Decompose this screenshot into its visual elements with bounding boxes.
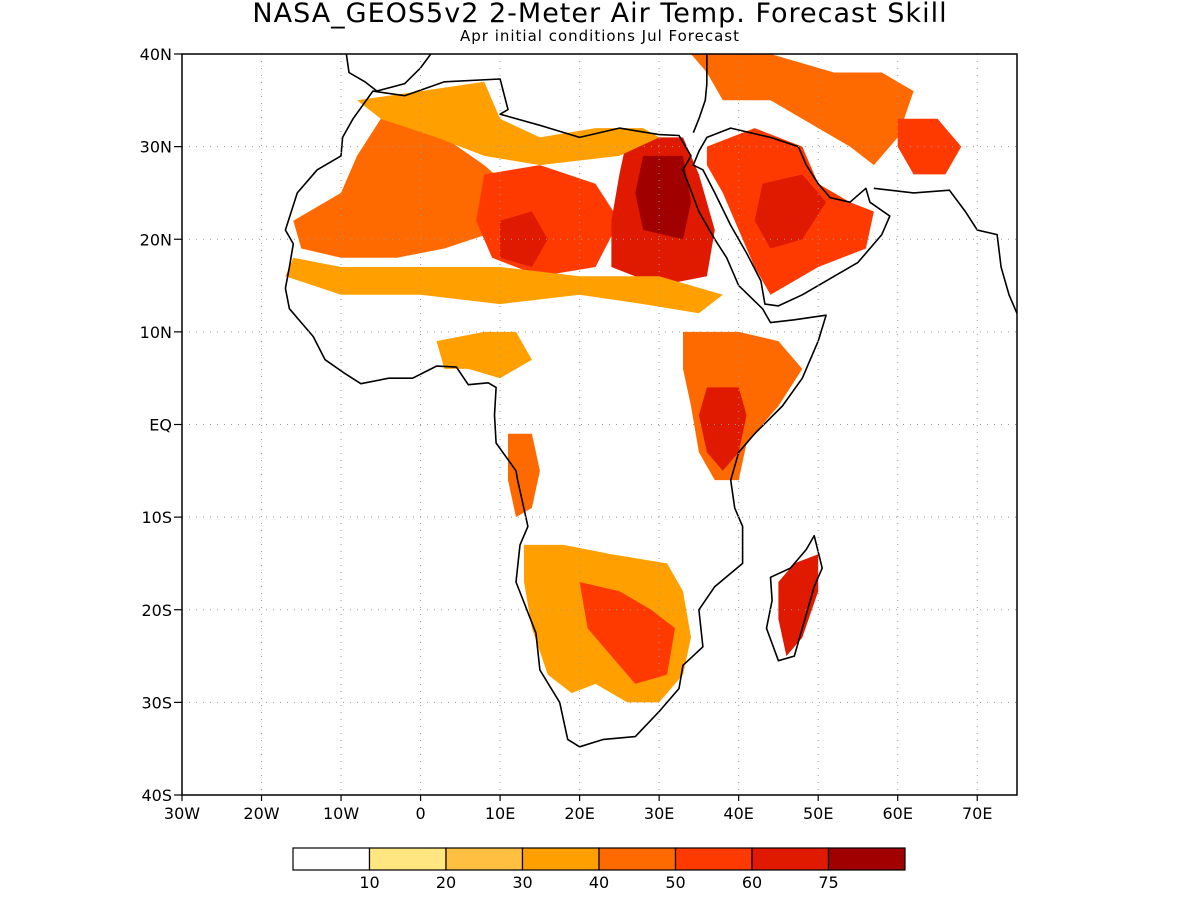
colorbar-swatch — [292, 847, 371, 871]
colorbar-label: 40 — [589, 873, 609, 892]
coastlines — [284, 54, 1017, 748]
lat-label: 40N — [140, 45, 172, 64]
longitude-labels: 30W 20W 10W 0 10E 20E 30E 40E 50E 60E 70E — [164, 795, 992, 823]
colorbar-label: 20 — [436, 873, 456, 892]
skill-region-madagascar — [778, 554, 819, 657]
south-asia-coastline — [873, 187, 1017, 316]
lon-label: 30W — [164, 804, 200, 823]
lat-label: 20N — [140, 230, 172, 249]
skill-region-kenya — [698, 387, 747, 471]
colorbar-label: 30 — [512, 873, 532, 892]
skill-region-iran-east — [897, 118, 962, 175]
colorbar-swatch — [598, 847, 677, 871]
lon-label: 30E — [644, 804, 674, 823]
skill-region-sahara-core — [500, 211, 548, 267]
colorbar-label: 10 — [359, 873, 379, 892]
skill-region-sahara-central — [476, 165, 620, 277]
arabia-coastline — [692, 127, 891, 307]
colorbar-swatch — [827, 847, 906, 871]
colorbar-swatch — [368, 847, 447, 871]
lat-label: EQ — [149, 416, 172, 435]
madagascar-coastline — [765, 534, 823, 662]
skill-region-egypt-core — [635, 155, 691, 240]
colorbar-label: 50 — [665, 873, 685, 892]
skill-region-congo-west — [508, 433, 540, 518]
lon-label: 20E — [564, 804, 594, 823]
lon-label: 50E — [803, 804, 833, 823]
levant-coastline — [692, 54, 708, 134]
lat-label: 10N — [140, 323, 172, 342]
latitude-labels: 40N 30N 20N 10N EQ 10S 20S 30S 40S — [140, 45, 182, 805]
lon-label: 70E — [962, 804, 992, 823]
colorbar-swatch — [751, 847, 830, 871]
skill-region-middle-east — [691, 54, 914, 166]
iberia-coastline — [345, 54, 432, 92]
skill-shading — [285, 54, 962, 703]
lon-label: 40E — [723, 804, 753, 823]
lon-label: 10E — [485, 804, 515, 823]
colorbar-swatch — [521, 847, 600, 871]
colorbar: 10 20 30 40 50 60 75 — [292, 847, 906, 892]
lon-label: 0 — [415, 804, 425, 823]
skill-region-central-west — [436, 331, 532, 379]
africa-coastline — [284, 78, 827, 748]
colorbar-swatch — [674, 847, 753, 871]
colorbar-label: 60 — [742, 873, 762, 892]
lat-label: 40S — [141, 786, 172, 805]
map-title: NASA_GEOS5v2 2-Meter Air Temp. Forecast … — [252, 0, 948, 29]
lat-label: 30S — [141, 693, 172, 712]
colorbar-label: 75 — [818, 873, 838, 892]
skill-region-north-africa — [357, 81, 660, 166]
lat-label: 30N — [140, 138, 172, 157]
skill-region-sahara-west — [293, 118, 516, 258]
lat-label: 10S — [141, 508, 172, 527]
lon-label: 10W — [323, 804, 359, 823]
lon-label: 60E — [882, 804, 912, 823]
map-subtitle: Apr initial conditions Jul Forecast — [459, 27, 740, 45]
skill-region-sahel — [285, 257, 723, 314]
colorbar-swatch — [445, 847, 524, 871]
lat-label: 20S — [141, 601, 172, 620]
skill-region-southern-core — [579, 582, 675, 684]
skill-region-arabia-core — [754, 174, 827, 249]
lon-label: 20W — [243, 804, 279, 823]
